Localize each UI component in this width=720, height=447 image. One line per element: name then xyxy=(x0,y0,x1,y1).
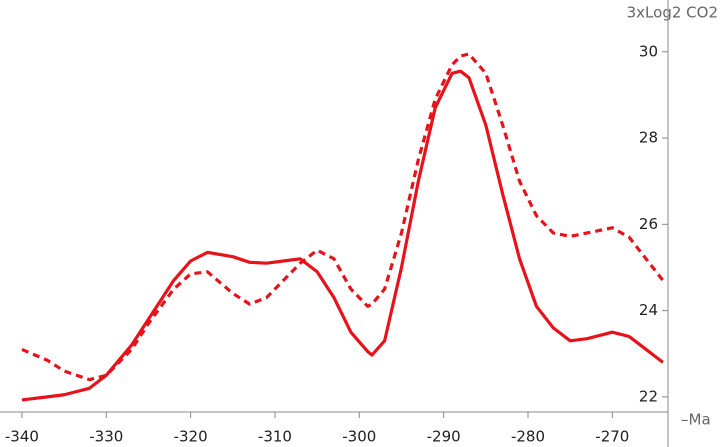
y-tick-label: 22 xyxy=(639,387,658,405)
x-tick-label: -320 xyxy=(174,428,208,446)
line-series xyxy=(21,69,664,402)
x-tick-label: -310 xyxy=(258,428,292,446)
x-tick-label: -330 xyxy=(89,428,123,446)
y-tick-label: 24 xyxy=(639,301,658,319)
x-tick-label: -300 xyxy=(342,428,376,446)
x-axis-label: –Ma xyxy=(681,411,711,429)
x-tick-label: -270 xyxy=(595,428,629,446)
y-tick-label: 28 xyxy=(639,129,658,147)
line-series xyxy=(21,52,665,382)
y-tick-label: 30 xyxy=(639,42,658,60)
y-axis-label: 3xLog2 CO2 xyxy=(627,4,718,22)
y-tick-label: 26 xyxy=(639,215,658,233)
x-tick-label: -340 xyxy=(5,428,39,446)
x-tick-label: -280 xyxy=(511,428,545,446)
x-tick-label: -290 xyxy=(427,428,461,446)
